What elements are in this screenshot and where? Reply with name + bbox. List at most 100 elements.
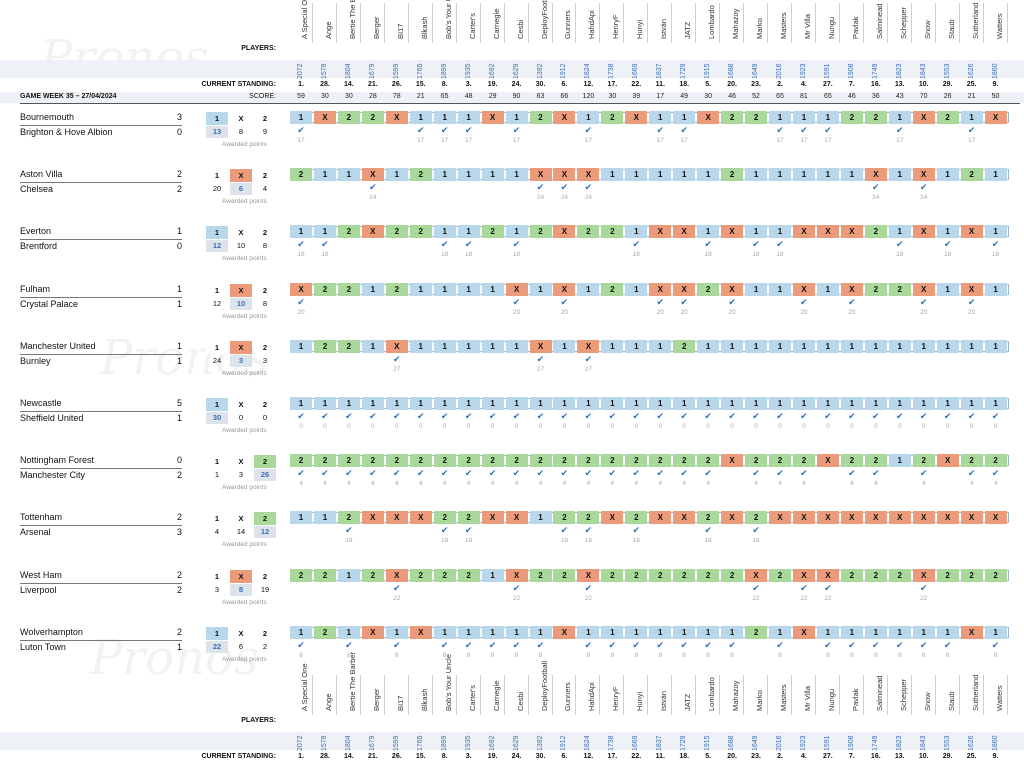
match-divider: [20, 239, 182, 241]
pick-cell: 1: [864, 339, 887, 353]
player-score: 65: [823, 93, 832, 100]
awarded-points: 4: [706, 480, 710, 488]
pick-cell: X: [912, 225, 935, 239]
correct-check-icon: ✔: [560, 411, 569, 421]
player-total-score: 1679: [368, 63, 376, 79]
match-divider: [20, 125, 182, 126]
player-total-score: 1692: [488, 63, 496, 79]
correct-check-icon: ✔: [512, 639, 521, 650]
pick-cell: X: [792, 225, 815, 239]
pick-cell: 1: [792, 397, 815, 410]
match-divider: [20, 182, 182, 184]
awarded-points: 17: [297, 137, 305, 144]
column-separator: [671, 675, 673, 715]
player-name-header: Mr Villa: [797, 3, 812, 47]
pick-cell: X: [649, 282, 672, 296]
pick-cell: 2: [745, 625, 768, 639]
pick-cell: 1: [505, 339, 528, 353]
correct-check-icon: ✔: [416, 411, 425, 421]
player-standing: 3.: [465, 753, 472, 760]
pick-cell: 2: [577, 511, 600, 525]
pick-cell: 2: [385, 225, 408, 239]
pick-cell: 1: [457, 397, 480, 410]
player-name: István: [659, 690, 669, 711]
correct-check-icon: ✔: [704, 468, 712, 479]
player-score: 81: [800, 93, 808, 100]
pick-cell: 2: [337, 454, 360, 468]
awarded-points: 0: [730, 423, 734, 430]
outcome-box-1: 1: [206, 569, 228, 583]
pick-cell: 1: [649, 397, 672, 410]
awarded-points: 27: [393, 365, 401, 373]
pick-cell: 2: [553, 511, 576, 525]
pick-cell: 2: [888, 568, 911, 582]
awarded-points: 20: [800, 308, 808, 316]
pick-cell: 1: [816, 625, 839, 639]
correct-check-icon: ✔: [393, 353, 401, 364]
player-name-header: DeployFootball: [534, 661, 549, 719]
column-separator: [551, 675, 553, 715]
pick-cell: 1: [505, 397, 528, 410]
pick-count: 4: [262, 184, 268, 194]
player-score: 59: [297, 93, 305, 100]
pick-cell: X: [721, 225, 744, 239]
player-name: Sutherland: [970, 2, 980, 39]
awarded-points: 0: [706, 423, 710, 430]
correct-check-icon: ✔: [895, 125, 904, 135]
player-standing: 5.: [705, 753, 712, 760]
correct-check-icon: ✔: [464, 525, 473, 536]
pick-cell: 1: [337, 397, 360, 410]
player-name-header: Snow: [917, 3, 932, 47]
column-separator: [647, 675, 649, 715]
pick-count: 1: [214, 470, 220, 480]
pick-cell: 1: [290, 111, 312, 124]
correct-check-icon: ✔: [824, 639, 832, 650]
awarded-points: 8: [897, 651, 902, 659]
player-name-header: Bob's Your Uncle: [438, 0, 453, 47]
pick-cell: 2: [337, 225, 360, 239]
correct-check-icon: ✔: [512, 411, 521, 421]
player-name-header: Pavlak: [845, 3, 860, 47]
correct-check-icon: ✔: [536, 468, 545, 479]
correct-check-icon: ✔: [967, 468, 976, 479]
awarded-label: Awarded points: [222, 655, 267, 663]
away-team: Brentford: [20, 241, 58, 252]
pick-cell: X: [577, 339, 600, 353]
header-divider: [20, 103, 1020, 104]
correct-check-icon: ✔: [393, 468, 401, 479]
player-total-score: 1923: [799, 735, 807, 751]
player-total-score: 1679: [368, 735, 376, 751]
awarded-points: 4: [682, 480, 686, 488]
outcome-box-1: 1: [206, 626, 228, 640]
outcome-box-2: 2: [254, 569, 276, 583]
pick-cell: 1: [457, 225, 480, 239]
pick-cell: 2: [577, 225, 600, 239]
pick-cell: 2: [481, 454, 504, 468]
pick-cell: 1: [529, 625, 552, 639]
pick-cell: 1: [290, 625, 312, 639]
player-standing: 25.: [966, 81, 977, 88]
correct-check-icon: ✔: [776, 468, 784, 479]
player-name: JATZ: [683, 693, 693, 711]
pick-cell: 1: [649, 339, 672, 353]
player-total-score: 1626: [967, 735, 975, 751]
pick-cell: 1: [433, 339, 456, 353]
pick-cell: 1: [601, 625, 624, 639]
awarded-points: 8: [442, 651, 447, 659]
home-goals: 2: [176, 512, 182, 523]
player-name-header: Hunyi: [629, 675, 644, 719]
home-goals: 2: [176, 626, 182, 637]
awarded-points: 8: [610, 651, 615, 659]
column-separator: [814, 3, 816, 43]
pick-cell: 2: [625, 454, 648, 468]
correct-check-icon: ✔: [776, 411, 784, 421]
correct-check-icon: ✔: [895, 639, 904, 650]
pick-cell: X: [529, 339, 552, 353]
player-name-header: A Special One: [294, 0, 309, 47]
pick-cell: 2: [529, 225, 552, 239]
pick-cell: 1: [553, 339, 576, 353]
pick-cell: 1: [625, 282, 648, 296]
player-standing: 21.: [367, 753, 378, 760]
pick-cell: X: [409, 511, 432, 525]
player-total-score: 1860: [991, 63, 999, 79]
